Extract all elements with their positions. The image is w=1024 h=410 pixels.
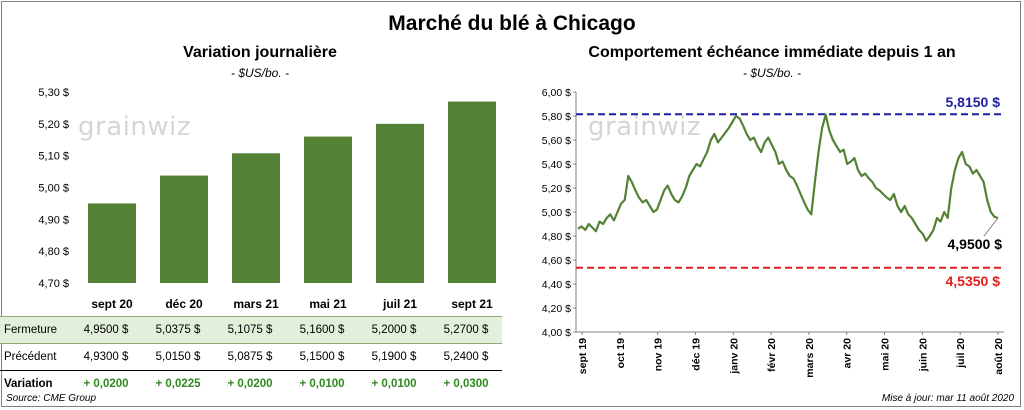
table-cell: + 0,0100 [299, 378, 345, 390]
x-tick-label: mai 21 [309, 297, 347, 311]
table-cell: 5,0375 $ [142, 316, 214, 344]
high-label: 5,8150 $ [946, 94, 1001, 110]
table-cell: 5,1500 $ [286, 343, 358, 371]
y-tick-label: 4,80 $ [38, 246, 69, 258]
x-tick-label: avr 20 [842, 338, 854, 369]
y-tick-label: 5,20 $ [38, 119, 69, 131]
y-tick-label: 4,00 $ [542, 327, 571, 339]
table-cell: 5,2400 $ [430, 343, 502, 371]
y-tick-label: 5,00 $ [542, 207, 571, 219]
table-cell: 4,9300 $ [70, 343, 142, 371]
x-tick-label: juil 20 [955, 338, 967, 369]
table-cell: 5,1900 $ [358, 343, 430, 371]
x-tick-label: sept 19 [577, 338, 589, 374]
y-tick-label: 6,00 $ [542, 87, 571, 99]
x-tick-label: oct 19 [615, 338, 627, 369]
x-tick-label: juin 20 [917, 338, 929, 372]
y-tick-label: 5,30 $ [38, 87, 69, 99]
table-cell: + 0,0225 [155, 378, 201, 390]
table-row-previous: Précédent 4,9300 $ 5,0150 $ 5,0875 $ 5,1… [0, 343, 502, 371]
update-note: Mise à jour: mar 11 août 2020 [881, 393, 1014, 404]
x-tick-label: déc 20 [165, 297, 203, 311]
y-tick-label: 5,80 $ [542, 111, 571, 123]
line-chart-subtitle: - $US/bo. - [742, 66, 802, 80]
x-tick-label: janv 20 [728, 338, 740, 375]
x-tick-label: nov 19 [653, 338, 665, 371]
row-label: Précédent [0, 343, 70, 371]
bar [376, 123, 424, 283]
bar [304, 136, 352, 283]
y-tick-label: 5,60 $ [542, 135, 571, 147]
y-tick-label: 5,10 $ [38, 151, 69, 163]
source-note: Source: CME Group [6, 393, 97, 404]
table-cell: 5,0875 $ [214, 343, 286, 371]
x-tick-label: sept 20 [91, 297, 133, 311]
table-cell: + 0,0300 [443, 378, 489, 390]
bar [88, 203, 136, 283]
table-cell: 5,1600 $ [286, 316, 358, 344]
table-cell: 5,1075 $ [214, 316, 286, 344]
table-row-variation: Variation + 0,0200 + 0,0225 + 0,0200 + 0… [0, 371, 502, 398]
y-tick-label: 4,20 $ [542, 303, 571, 315]
y-tick-label: 5,20 $ [542, 183, 571, 195]
table-cell: 5,2000 $ [358, 316, 430, 344]
y-tick-label: 4,60 $ [542, 255, 571, 267]
y-tick-label: 4,40 $ [542, 279, 571, 291]
line-chart-title: Comportement échéance immédiate depuis 1… [588, 44, 956, 61]
x-tick-label: mars 20 [804, 338, 816, 378]
x-tick-label: mars 21 [233, 297, 279, 311]
y-tick-label: 4,70 $ [38, 278, 69, 290]
y-tick-label: 5,40 $ [542, 159, 571, 171]
bar [232, 153, 280, 283]
x-tick-label: sept 21 [451, 297, 493, 311]
y-tick-label: 4,80 $ [542, 231, 571, 243]
x-tick-label: mai 20 [880, 338, 892, 371]
y-tick-label: 4,90 $ [38, 214, 69, 226]
x-tick-label: déc 19 [690, 338, 702, 371]
table-cell: + 0,0100 [371, 378, 417, 390]
x-tick-label: août 20 [993, 338, 1005, 375]
y-tick-label: 5,00 $ [38, 183, 69, 195]
last-value-leader [983, 217, 999, 237]
price-table: Fermeture 4,9500 $ 5,0375 $ 5,1075 $ 5,1… [0, 316, 502, 397]
table-cell: 5,2700 $ [430, 316, 502, 344]
last-value-label: 4,9500 $ [948, 236, 1003, 252]
bar-chart-title: Variation journalière [183, 44, 337, 61]
table-cell: 5,0150 $ [142, 343, 214, 371]
table-cell: + 0,0200 [83, 378, 129, 390]
low-label: 4,5350 $ [946, 273, 1001, 289]
price-series-line [577, 113, 999, 242]
bar [448, 101, 496, 283]
row-label: Fermeture [0, 316, 70, 344]
bar [160, 175, 208, 283]
table-row-close: Fermeture 4,9500 $ 5,0375 $ 5,1075 $ 5,1… [0, 316, 502, 344]
watermark-right: grainwiz [588, 112, 701, 142]
table-cell: 4,9500 $ [70, 316, 142, 344]
table-cell: + 0,0200 [227, 378, 273, 390]
page-title: Marché du blé à Chicago [388, 12, 636, 35]
x-tick-label: juil 21 [382, 297, 417, 311]
bar-chart: 4,70 $ 4,80 $ 4,90 $ 5,00 $ 5,10 $ 5,20 $ 5,30… [38, 87, 496, 311]
bar-chart-subtitle: - $US/bo. - [230, 66, 290, 80]
line-chart: 4,00 $ 4,20 $ 4,40 $ 4,60 $ 4,80 $ 5,00 $ 5,20… [542, 87, 1005, 378]
x-tick-label: févr 20 [766, 338, 778, 372]
row-label: Variation [4, 378, 53, 390]
watermark-left: grainwiz [78, 112, 191, 142]
